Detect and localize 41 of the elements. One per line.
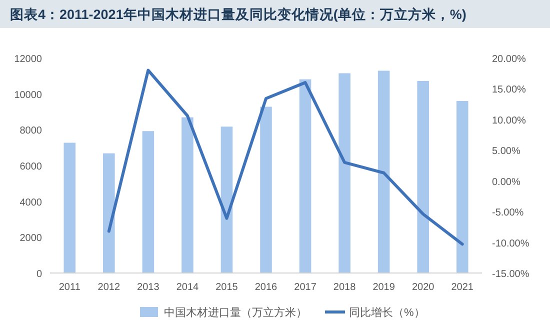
y2-tick-label: -15.00% bbox=[492, 269, 530, 280]
bar bbox=[338, 73, 350, 273]
y2-tick-label: 20.00% bbox=[492, 54, 526, 65]
x-tick-label: 2017 bbox=[294, 282, 317, 293]
bar bbox=[142, 131, 154, 273]
bar bbox=[64, 142, 76, 273]
x-tick-label: 2013 bbox=[137, 282, 160, 293]
bar bbox=[378, 70, 390, 273]
y2-tick-label: 10.00% bbox=[492, 115, 526, 126]
y2-tick-label: -5.00% bbox=[492, 208, 524, 219]
x-tick-label: 2021 bbox=[451, 282, 474, 293]
y-tick-label: 10000 bbox=[14, 90, 42, 101]
y2-tick-label: 15.00% bbox=[492, 84, 526, 96]
bar bbox=[103, 153, 115, 273]
x-tick-label: 2012 bbox=[98, 282, 120, 293]
x-tick-label: 2018 bbox=[333, 282, 356, 293]
x-tick-label: 2014 bbox=[176, 282, 200, 293]
bar bbox=[299, 79, 312, 273]
y-tick-label: 2000 bbox=[20, 233, 42, 244]
chart-title: 图表4：2011-2021年中国木材进口量及同比变化情况(单位：万立方米，%) bbox=[10, 6, 466, 22]
bar bbox=[220, 126, 233, 273]
x-tick-label: 2020 bbox=[412, 282, 435, 293]
bar bbox=[417, 80, 429, 273]
line-series bbox=[107, 68, 464, 246]
y-tick-label: 6000 bbox=[20, 162, 42, 172]
y-tick-label: 8000 bbox=[20, 126, 42, 137]
y-tick-label: 12000 bbox=[14, 54, 42, 65]
y2-tick-label: 5.00% bbox=[492, 146, 520, 158]
x-tick-label: 2019 bbox=[372, 282, 396, 293]
bar bbox=[182, 117, 194, 273]
legend-label: 同比增长（%） bbox=[349, 306, 425, 319]
y2-tick-label: 0.00% bbox=[492, 176, 520, 188]
x-tick-label: 2011 bbox=[58, 282, 81, 293]
x-tick-label: 2015 bbox=[216, 282, 238, 293]
bar bbox=[260, 106, 272, 273]
y-tick-label: 0 bbox=[36, 269, 42, 280]
bar bbox=[456, 101, 468, 273]
x-tick-label: 2016 bbox=[254, 282, 278, 293]
y-tick-label: 4000 bbox=[20, 197, 42, 208]
legend-label: 中国木材进口量（万立方米） bbox=[164, 306, 307, 319]
y2-tick-label: -10.00% bbox=[492, 238, 530, 250]
